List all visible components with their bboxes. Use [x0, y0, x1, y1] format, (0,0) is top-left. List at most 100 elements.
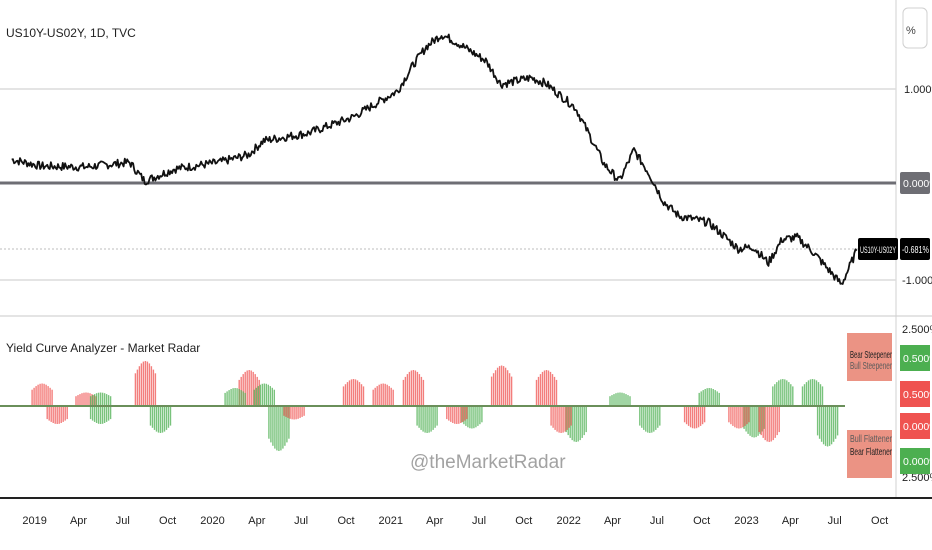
indicator-bar	[452, 406, 454, 423]
indicator-bar	[402, 379, 405, 406]
indicator-bar	[788, 382, 790, 406]
indicator-bar	[508, 373, 511, 406]
indicator-bar	[473, 406, 475, 429]
indicator-bar	[494, 370, 497, 406]
indicator-bar	[560, 406, 562, 433]
zero-value-badge	[900, 172, 930, 194]
zero-value-badge-label: 0.000%	[903, 178, 932, 190]
indicator-bar	[232, 388, 234, 406]
indicator-bar	[85, 392, 87, 406]
indicator-bar	[253, 389, 255, 406]
indicator-bar	[422, 406, 424, 432]
indicator-bar	[645, 406, 647, 432]
indicator-bar	[107, 395, 110, 406]
indicator-bar	[64, 406, 66, 421]
indicator-bar	[271, 387, 273, 406]
indicator-bar	[460, 406, 462, 423]
indicator-bar	[252, 371, 254, 406]
scale-button[interactable]	[902, 7, 928, 49]
indicator-bar	[254, 374, 256, 406]
indicator-bar	[776, 382, 778, 406]
indicator-bar	[828, 406, 831, 446]
indicator-bar	[261, 383, 263, 406]
indicator-bar	[450, 406, 452, 422]
time-axis-label: Oct	[693, 515, 710, 527]
indicator-bar	[583, 406, 585, 436]
indicator-bar	[62, 406, 64, 422]
indicator-bar	[161, 406, 164, 433]
indicator-bar	[39, 383, 41, 406]
indicator-bar	[446, 406, 448, 420]
indicator-bar	[360, 384, 363, 406]
label-bear-steepener: Bear Steepener	[850, 349, 892, 361]
indicator-bar	[105, 394, 108, 406]
indicator-bar	[267, 384, 269, 406]
indicator-bar	[426, 406, 428, 433]
price-axis-label-1: 1.000%	[904, 84, 932, 96]
indicator-bar	[562, 406, 564, 433]
indicator-bar	[250, 370, 252, 406]
indicator-bar	[738, 406, 740, 429]
indicator-bar	[242, 391, 244, 406]
indicator-bar	[284, 406, 286, 446]
indicator-bar	[52, 406, 54, 423]
indicator-bar	[498, 366, 501, 406]
indicator-bar	[784, 379, 786, 406]
indicator-bar	[772, 406, 774, 441]
indicator-bar	[469, 406, 471, 429]
indicator-bar	[392, 389, 394, 406]
indicator-bar	[564, 406, 566, 432]
indicator-bar	[420, 376, 423, 406]
indicator-bar	[238, 389, 240, 406]
indicator-bar	[109, 406, 112, 420]
indicator-bar	[269, 386, 271, 406]
indicator-bar	[551, 374, 554, 406]
indicator-bar	[301, 406, 303, 417]
indicator-bar	[81, 393, 83, 406]
indicator-bar	[388, 386, 390, 406]
indicator-bar	[659, 406, 661, 426]
indicator-bar	[270, 406, 272, 443]
indicator-bar	[556, 406, 558, 432]
indicator-bar	[502, 366, 505, 406]
time-axis-label: Oct	[515, 515, 532, 527]
indicator-bar	[91, 406, 94, 421]
indicator-bar	[424, 406, 426, 433]
indicator-bar	[58, 406, 60, 424]
indicator-bar	[134, 373, 137, 406]
label-bull-flattener: Bull Flattener	[850, 433, 892, 445]
indicator-bar	[703, 406, 706, 423]
indicator-bar	[464, 406, 466, 421]
indicator-bar	[539, 374, 542, 406]
indicator-bar	[159, 406, 162, 433]
time-axis-label: 2019	[22, 515, 46, 527]
indicator-bar	[817, 382, 820, 406]
indicator-bar	[105, 406, 108, 422]
indicator-bar	[651, 406, 653, 433]
indicator-bars	[31, 361, 839, 451]
time-axis-label: Apr	[782, 515, 799, 527]
indicator-bar	[466, 406, 468, 420]
indicator-bar	[621, 392, 623, 406]
indicator-bar	[434, 406, 436, 428]
indicator-bar	[274, 406, 276, 449]
indicator-bar	[762, 406, 764, 438]
indicator-bar	[54, 406, 56, 424]
indicator-bar	[167, 406, 170, 428]
indicator-badge-2: 0.000%	[903, 421, 932, 433]
indicator-bar	[819, 384, 822, 406]
time-axis-label: Jul	[650, 515, 664, 527]
time-axis-label: 2022	[556, 515, 580, 527]
indicator-bar	[743, 406, 745, 429]
indicator-bar	[655, 406, 657, 430]
indicator-bar	[244, 371, 246, 406]
time-axis-label: 2023	[734, 515, 758, 527]
indicator-bar	[257, 386, 259, 406]
indicator-bar	[792, 386, 794, 406]
indicator-bar	[747, 406, 749, 434]
indicator-bar	[716, 391, 718, 406]
indicator-bar	[276, 406, 278, 451]
indicator-bar	[702, 390, 704, 406]
indicator-bar	[265, 383, 267, 406]
indicator-bar	[615, 393, 617, 406]
